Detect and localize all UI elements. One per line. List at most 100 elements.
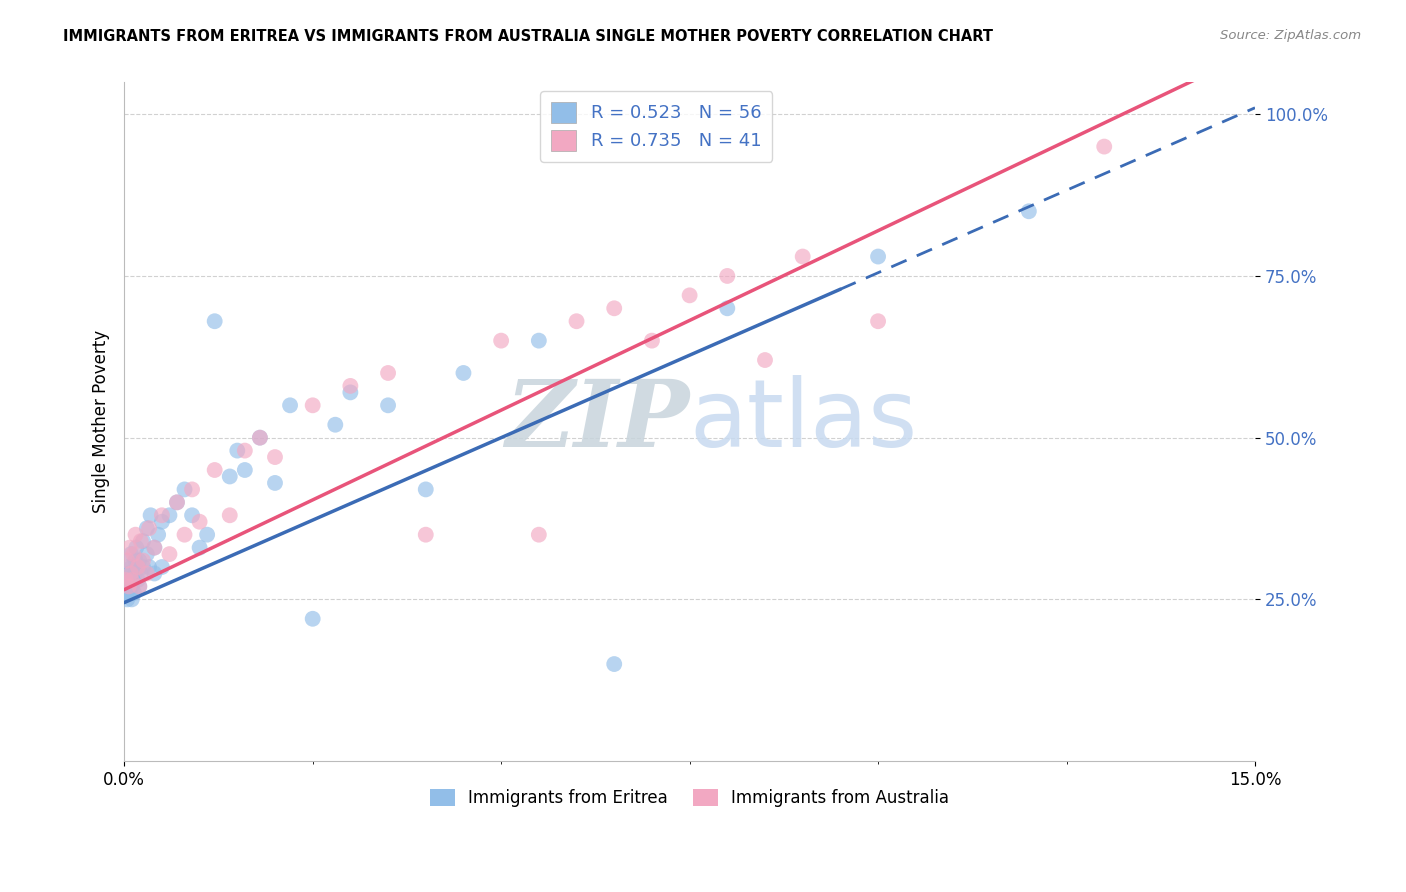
Point	[114, 573, 136, 587]
Point	[166, 495, 188, 509]
Point	[127, 573, 149, 587]
Point	[120, 586, 142, 600]
Point	[754, 353, 776, 368]
Point	[233, 443, 256, 458]
Point	[118, 566, 141, 581]
Point	[527, 334, 550, 348]
Point	[129, 566, 152, 581]
Point	[792, 250, 814, 264]
Point	[127, 560, 149, 574]
Point	[121, 592, 143, 607]
Point	[1092, 139, 1115, 153]
Point	[159, 547, 181, 561]
Point	[181, 508, 204, 523]
Point	[565, 314, 588, 328]
Point	[204, 314, 226, 328]
Point	[218, 469, 240, 483]
Point	[489, 334, 512, 348]
Point	[135, 547, 157, 561]
Point	[527, 527, 550, 541]
Point	[301, 612, 323, 626]
Point	[128, 579, 150, 593]
Point	[188, 541, 211, 555]
Point	[150, 508, 173, 523]
Point	[339, 379, 361, 393]
Point	[716, 301, 738, 316]
Point	[122, 573, 145, 587]
Point	[218, 508, 240, 523]
Point	[132, 553, 155, 567]
Point	[641, 334, 664, 348]
Point	[124, 527, 146, 541]
Point	[115, 592, 138, 607]
Point	[138, 560, 160, 574]
Point	[129, 534, 152, 549]
Point	[159, 508, 181, 523]
Point	[415, 527, 437, 541]
Point	[120, 547, 142, 561]
Point	[377, 398, 399, 412]
Point	[188, 515, 211, 529]
Point	[121, 579, 143, 593]
Point	[249, 431, 271, 445]
Point	[121, 560, 143, 574]
Point	[117, 579, 139, 593]
Point	[173, 527, 195, 541]
Text: Source: ZipAtlas.com: Source: ZipAtlas.com	[1220, 29, 1361, 42]
Point	[132, 534, 155, 549]
Point	[453, 366, 475, 380]
Text: ZIP: ZIP	[505, 376, 689, 467]
Point	[146, 527, 169, 541]
Point	[415, 483, 437, 497]
Point	[278, 398, 301, 412]
Point	[249, 431, 271, 445]
Legend: Immigrants from Eritrea, Immigrants from Australia: Immigrants from Eritrea, Immigrants from…	[423, 782, 956, 814]
Point	[139, 508, 162, 523]
Point	[150, 515, 173, 529]
Point	[128, 579, 150, 593]
Point	[264, 475, 287, 490]
Point	[339, 385, 361, 400]
Point	[114, 586, 136, 600]
Point	[125, 541, 148, 555]
Point	[301, 398, 323, 412]
Text: atlas: atlas	[689, 376, 918, 467]
Point	[135, 566, 157, 581]
Point	[323, 417, 346, 432]
Y-axis label: Single Mother Poverty: Single Mother Poverty	[93, 330, 110, 513]
Point	[204, 463, 226, 477]
Point	[118, 541, 141, 555]
Point	[118, 579, 141, 593]
Point	[115, 553, 138, 567]
Point	[118, 573, 141, 587]
Point	[121, 573, 143, 587]
Point	[678, 288, 700, 302]
Point	[143, 541, 166, 555]
Point	[143, 541, 166, 555]
Point	[173, 483, 195, 497]
Point	[233, 463, 256, 477]
Point	[122, 547, 145, 561]
Point	[128, 553, 150, 567]
Point	[132, 560, 155, 574]
Point	[124, 553, 146, 567]
Point	[150, 560, 173, 574]
Point	[115, 573, 138, 587]
Point	[1018, 204, 1040, 219]
Point	[264, 450, 287, 464]
Point	[117, 560, 139, 574]
Point	[195, 527, 218, 541]
Point	[135, 521, 157, 535]
Text: IMMIGRANTS FROM ERITREA VS IMMIGRANTS FROM AUSTRALIA SINGLE MOTHER POVERTY CORRE: IMMIGRANTS FROM ERITREA VS IMMIGRANTS FR…	[63, 29, 993, 44]
Point	[124, 566, 146, 581]
Point	[603, 301, 626, 316]
Point	[868, 314, 890, 328]
Point	[868, 250, 890, 264]
Point	[122, 586, 145, 600]
Point	[138, 521, 160, 535]
Point	[181, 483, 204, 497]
Point	[377, 366, 399, 380]
Point	[166, 495, 188, 509]
Point	[120, 566, 142, 581]
Point	[226, 443, 249, 458]
